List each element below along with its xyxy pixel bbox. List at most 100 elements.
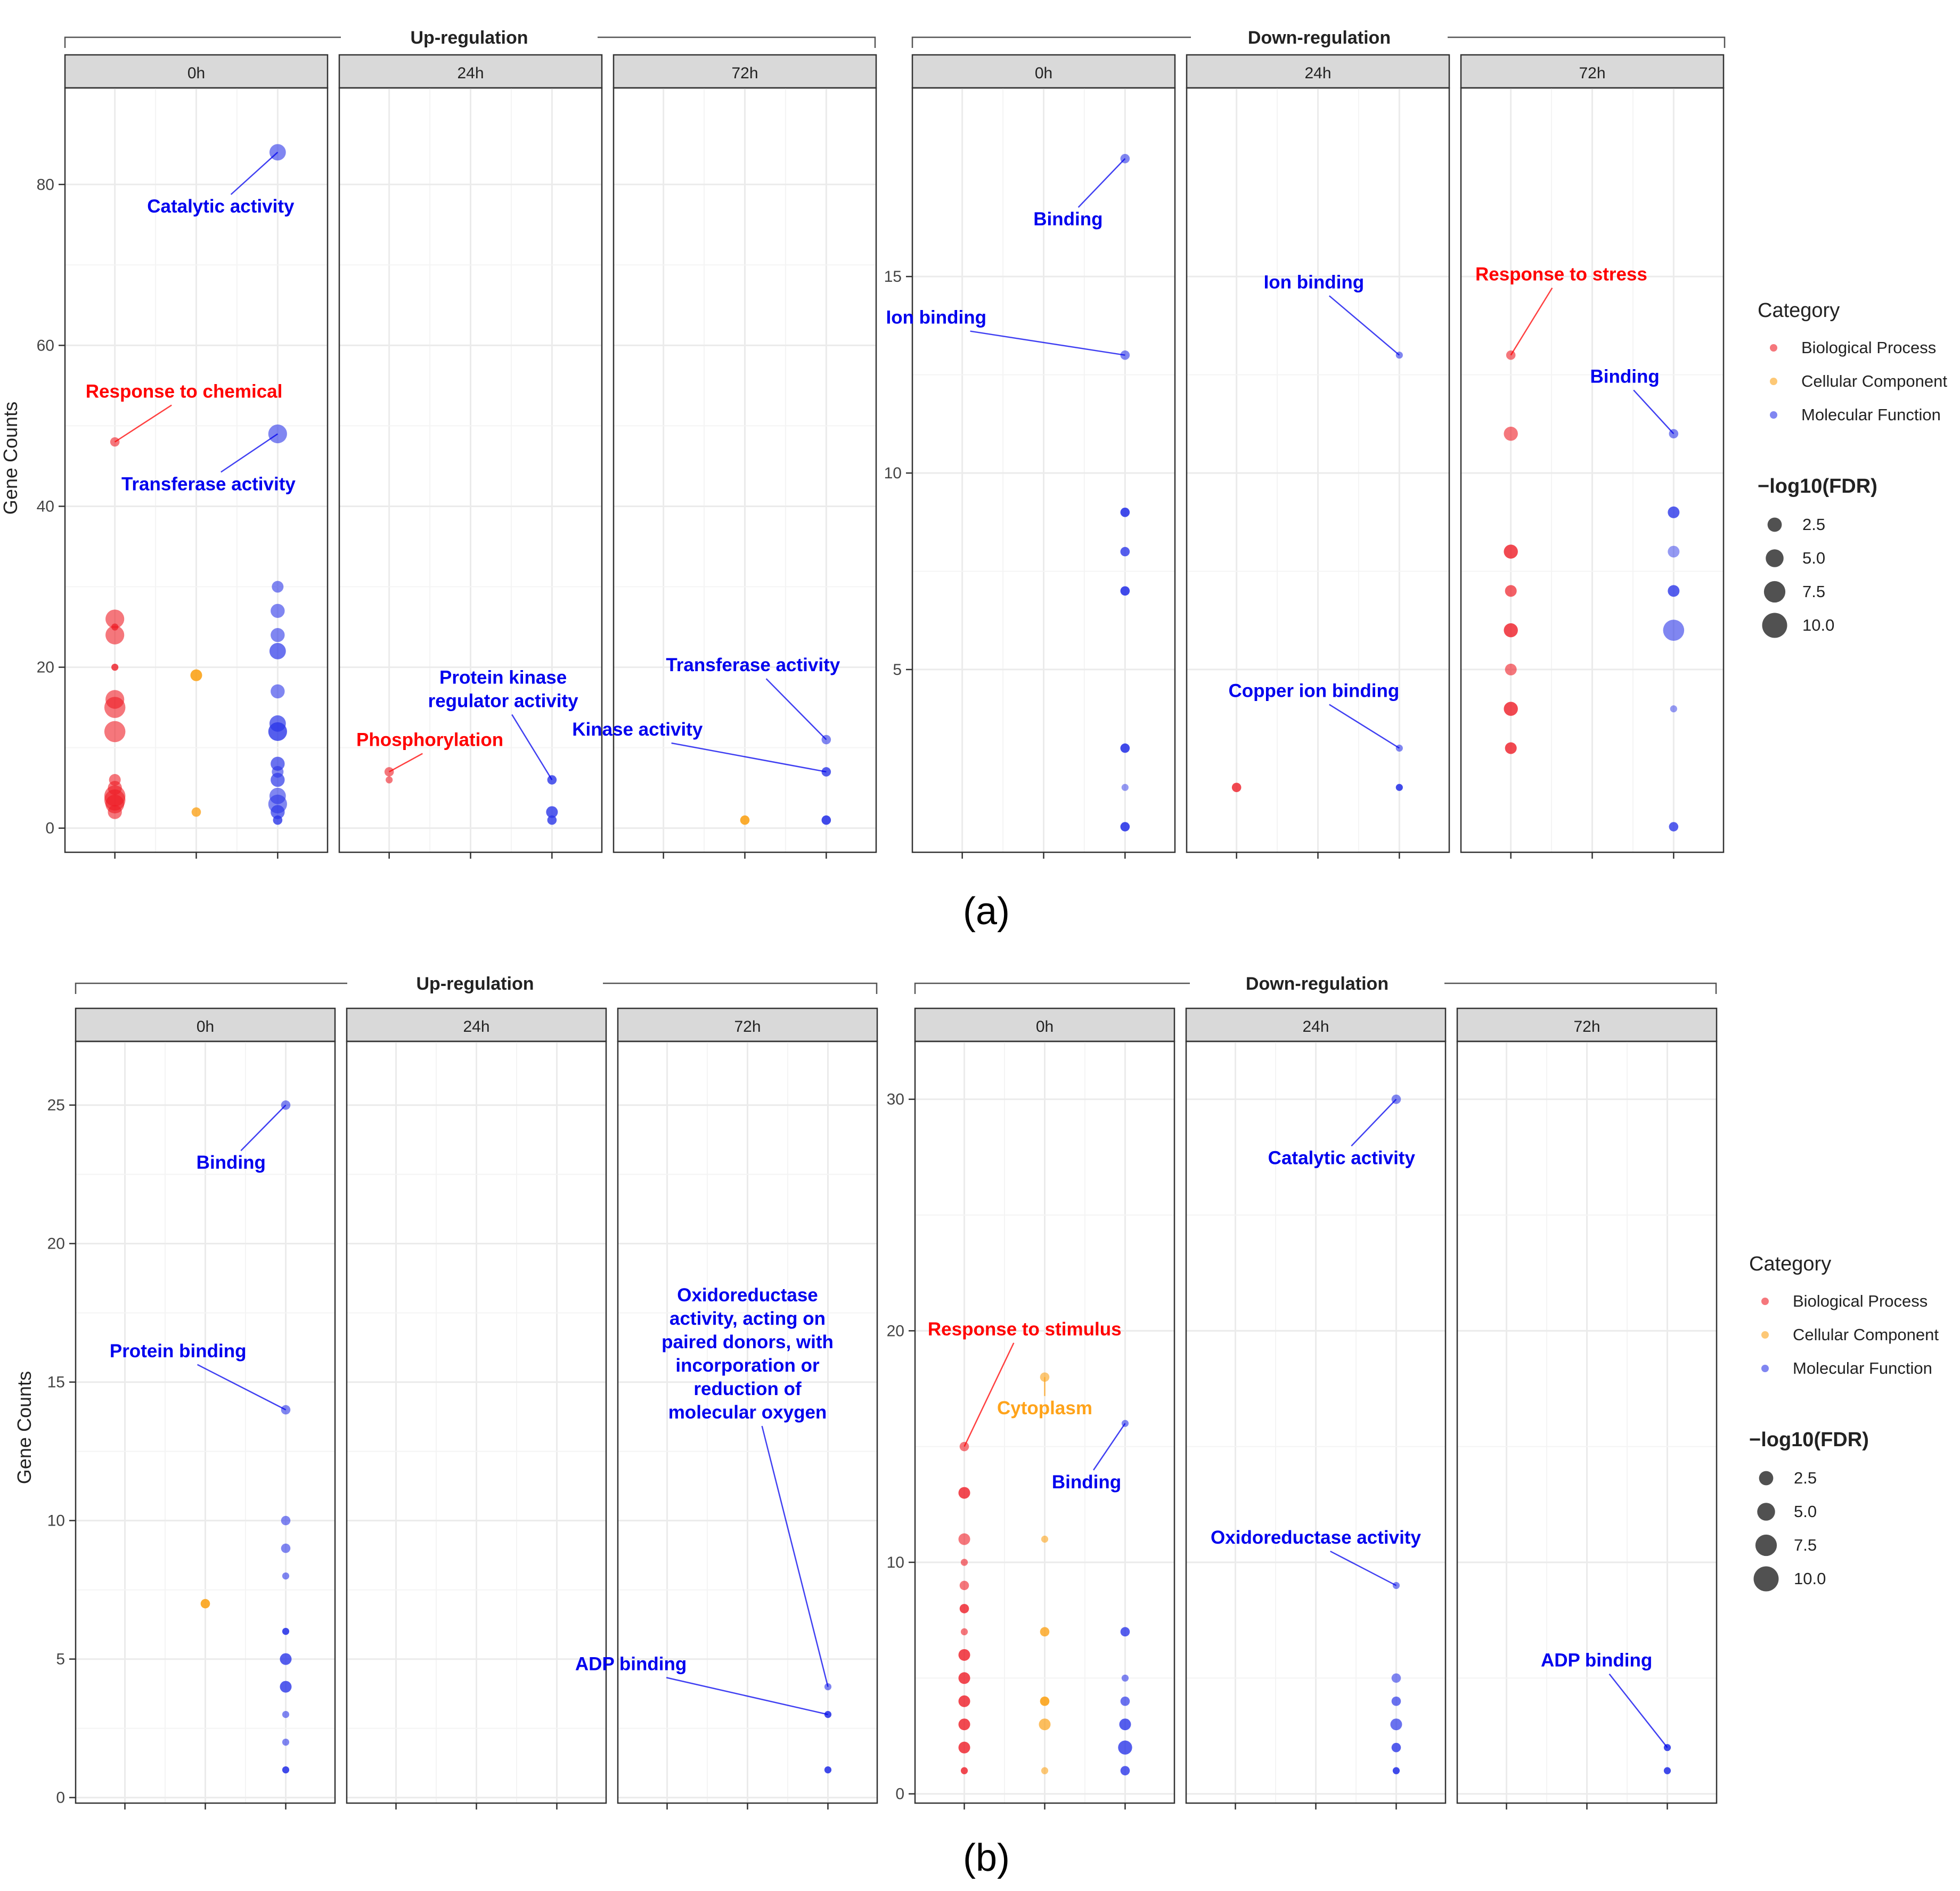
data-point-mf: [824, 1766, 832, 1774]
header-bracket-left: [64, 36, 341, 48]
panel-down-0h: 0h Binding Ion binding: [886, 54, 1176, 859]
y-tick-label: 20: [887, 1322, 904, 1340]
annotation-label: Binding: [1590, 366, 1660, 387]
data-point-mf: [282, 1739, 290, 1746]
annotation-label: Ion binding: [886, 307, 986, 328]
annotation-label: Transferase activity: [121, 474, 296, 494]
data-point-cc: [1040, 1627, 1050, 1637]
figure-a: Up-regulation 0h Catalytic activity Respons…: [0, 28, 1726, 933]
facet-label: 0h: [187, 64, 205, 82]
data-point-bp: [1505, 585, 1517, 597]
facet-strip: [1186, 54, 1450, 89]
data-point-mf: [271, 772, 285, 787]
facet-label: 24h: [1304, 64, 1331, 82]
annotation-label: ADP binding: [575, 1653, 687, 1674]
down-regulation-group: Down-regulation 0h Binding Ion binding 24h Io…: [884, 28, 1726, 859]
data-point-mf: [547, 815, 557, 825]
annotation-label: Cytoplasm: [997, 1398, 1092, 1419]
data-point-bp: [104, 697, 126, 718]
legend-size-key: [1762, 613, 1787, 638]
y-tick-label: 15: [884, 268, 902, 286]
annotation-label: Response to stimulus: [928, 1319, 1122, 1340]
data-point-cc: [1041, 1535, 1049, 1543]
annotation-leader: [765, 678, 827, 740]
data-point-mf: [1663, 1767, 1671, 1774]
data-point-bp: [958, 1695, 970, 1707]
panel-down-24h: 24h Catalytic activity Oxidoreductase acti…: [1185, 1007, 1447, 1810]
facet-strip: [64, 54, 329, 89]
data-point-mf: [1121, 784, 1129, 791]
data-point-cc: [191, 807, 201, 817]
down-regulation-title: Down-regulation: [1246, 974, 1389, 994]
annotation-label: Binding: [197, 1152, 266, 1173]
data-point-mf: [281, 1543, 291, 1553]
legend-size-key: [1759, 1471, 1774, 1486]
y-tick-label: 10: [884, 464, 902, 482]
panel-down-24h: 24h Ion binding Copper ion binding: [1186, 54, 1450, 859]
data-point-mf: [282, 1628, 290, 1635]
legend-key-cc: [1770, 378, 1777, 385]
annotation-label: paired donors, with: [662, 1332, 834, 1352]
y-tick-label: 40: [37, 498, 54, 515]
header-bracket-right: [1444, 982, 1717, 994]
facet-label: 0h: [197, 1018, 214, 1036]
legend-category-label: Molecular Function: [1801, 405, 1941, 424]
data-point-mf: [1120, 1627, 1130, 1637]
data-point-cc: [200, 1599, 210, 1609]
data-point-bp: [958, 1741, 970, 1754]
annotation-label: Protein kinase: [439, 667, 567, 688]
legend-category-label: Cellular Component: [1793, 1325, 1939, 1344]
annotation-leader: [761, 1425, 829, 1687]
data-point-bp: [1504, 544, 1518, 559]
data-point-bp: [1505, 663, 1517, 675]
data-point-mf: [1391, 1673, 1401, 1683]
data-point-bp: [1504, 702, 1518, 716]
data-point-bp: [108, 805, 122, 819]
annotation-label: Binding: [1052, 1472, 1121, 1493]
data-point-mf: [281, 1515, 291, 1526]
facet-label: 72h: [1579, 64, 1605, 82]
annotation-leader: [1510, 287, 1553, 356]
legend-size-label: 10.0: [1794, 1569, 1826, 1588]
legend-category-label: Molecular Function: [1793, 1359, 1932, 1378]
legend-category-title: Category: [1758, 299, 1840, 322]
legend-size-key: [1766, 549, 1784, 567]
data-point-mf: [272, 581, 284, 593]
data-point-bp: [1504, 427, 1518, 441]
facet-label: 72h: [731, 64, 758, 82]
data-point-mf: [282, 1711, 290, 1718]
data-point-mf: [1120, 743, 1130, 753]
data-point-mf: [273, 815, 283, 825]
data-point-cc: [1039, 1718, 1051, 1731]
data-point-mf: [1670, 705, 1677, 713]
legend-category-label: Biological Process: [1801, 338, 1936, 357]
facet-strip: [338, 54, 603, 89]
facet-strip: [346, 1007, 607, 1042]
y-tick-label: 25: [47, 1097, 65, 1114]
data-point-mf: [1668, 585, 1680, 597]
data-point-mf: [1120, 1696, 1130, 1706]
header-bracket-right: [603, 982, 878, 994]
annotation-leader: [671, 742, 827, 773]
data-point-mf: [1669, 822, 1679, 832]
legend-key-mf: [1770, 411, 1777, 419]
annotation-leader: [230, 151, 279, 195]
annotation-leader: [389, 753, 423, 773]
data-point-mf: [1121, 1674, 1129, 1682]
annotation-leader: [970, 330, 1125, 356]
annotation-leader: [240, 1104, 287, 1152]
facet-label: 24h: [1302, 1018, 1329, 1036]
data-point-mf: [280, 1653, 292, 1665]
facet-strip: [617, 1007, 878, 1042]
panel-down-72h: 72h Response to stress Binding: [1460, 54, 1725, 859]
annotation-label: activity, acting on: [669, 1308, 826, 1329]
facet-label: 24h: [457, 64, 484, 82]
legend-size-key: [1757, 1503, 1775, 1521]
panel-up-0h: 0h Binding Protein binding: [75, 1007, 336, 1810]
header-bracket-right: [1448, 36, 1726, 48]
annotation-label: Binding: [1033, 209, 1102, 230]
annotation-leader: [1329, 704, 1400, 749]
header-bracket-left: [911, 36, 1191, 48]
data-point-bp: [958, 1487, 970, 1499]
